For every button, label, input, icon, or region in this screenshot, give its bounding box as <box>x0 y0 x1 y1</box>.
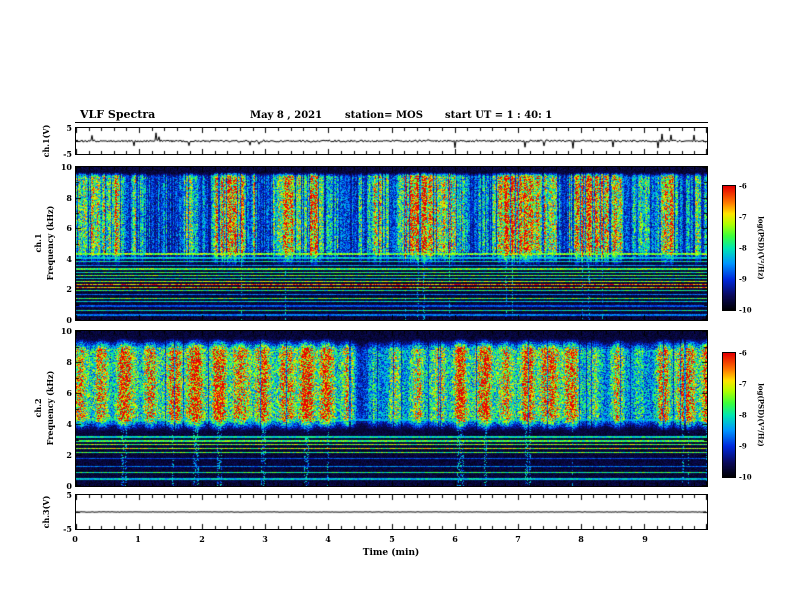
header-rule <box>75 122 708 123</box>
plot-title: VLF Spectra <box>80 108 156 121</box>
ch1-spectrogram-canvas <box>76 167 707 320</box>
x-tick-label: 6 <box>452 534 458 544</box>
plot-start-ut: start UT = 1 : 40: 1 <box>445 110 553 121</box>
plot-date: May 8 , 2021 <box>250 110 323 121</box>
cb1-tick: -10 <box>739 305 752 315</box>
x-tick-label: 4 <box>325 534 331 544</box>
ch1-voltage-canvas <box>76 128 707 154</box>
spec1-ytick: 10 <box>60 162 72 172</box>
cb2-tick: -8 <box>739 410 747 420</box>
x-axis-label: Time (min) <box>362 548 420 558</box>
ch3-voltage-axis-label: ch.3(V) <box>41 495 51 529</box>
ch1-voltage-axis-label: ch.1(V) <box>41 124 51 158</box>
cb2-tick: -10 <box>739 472 752 482</box>
x-tick-label: 9 <box>642 534 648 544</box>
colorbar-1 <box>722 185 736 311</box>
cb2-tick: -7 <box>739 379 747 389</box>
ch1v-ymax-label: 5 <box>66 123 72 133</box>
plot-station: station= MOS <box>345 110 423 121</box>
cb1-tick: -6 <box>739 181 747 191</box>
spec2-ytick: 8 <box>66 357 72 367</box>
spec1-ytick: 4 <box>66 254 72 264</box>
x-tick-label: 7 <box>515 534 521 544</box>
spec2-ytick: 2 <box>66 450 72 460</box>
colorbar-2 <box>722 352 736 478</box>
spec2-ytick: 6 <box>66 388 72 398</box>
cb1-label: log(PSD)(V²/Hz) <box>756 216 766 280</box>
spec1-ytick: 8 <box>66 193 72 203</box>
ch1-voltage-panel <box>75 127 708 155</box>
cb2-label: log(PSD)(V²/Hz) <box>756 383 766 447</box>
ch1-spectrogram-panel <box>75 166 708 321</box>
ch2-frequency-axis-label: Frequency (kHz) <box>45 370 55 446</box>
x-tick-label: 5 <box>389 534 395 544</box>
ch1v-ymin-label: -5 <box>63 149 72 159</box>
cb2-tick: -6 <box>739 348 747 358</box>
ch2-channel-label: ch.2 <box>33 398 43 418</box>
spec1-ytick: 6 <box>66 223 72 233</box>
x-tick-label: 1 <box>135 534 141 544</box>
x-tick-label: 0 <box>72 534 78 544</box>
x-tick-label: 2 <box>199 534 205 544</box>
x-tick-label: 3 <box>262 534 268 544</box>
spec2-ytick: 0 <box>66 481 72 491</box>
cb1-tick: -8 <box>739 243 747 253</box>
cb1-tick: -7 <box>739 212 747 222</box>
ch2-spectrogram-canvas <box>76 331 707 486</box>
spec1-ytick: 0 <box>66 315 72 325</box>
ch3v-ymin-label: -5 <box>63 524 72 534</box>
ch1-channel-label: ch.1 <box>33 233 43 253</box>
spec2-ytick: 4 <box>66 419 72 429</box>
ch2-spectrogram-panel <box>75 330 708 487</box>
colorbar-1-canvas <box>723 186 735 310</box>
ch1-frequency-axis-label: Frequency (kHz) <box>45 205 55 281</box>
spec2-ytick: 10 <box>60 326 72 336</box>
ch3v-ymax-label: 5 <box>66 490 72 500</box>
cb1-tick: -9 <box>739 274 747 284</box>
colorbar-2-canvas <box>723 353 735 477</box>
ch3-voltage-panel <box>75 494 708 530</box>
cb2-tick: -9 <box>739 441 747 451</box>
spec1-ytick: 2 <box>66 284 72 294</box>
x-tick-label: 8 <box>578 534 584 544</box>
ch3-voltage-canvas <box>76 495 707 529</box>
